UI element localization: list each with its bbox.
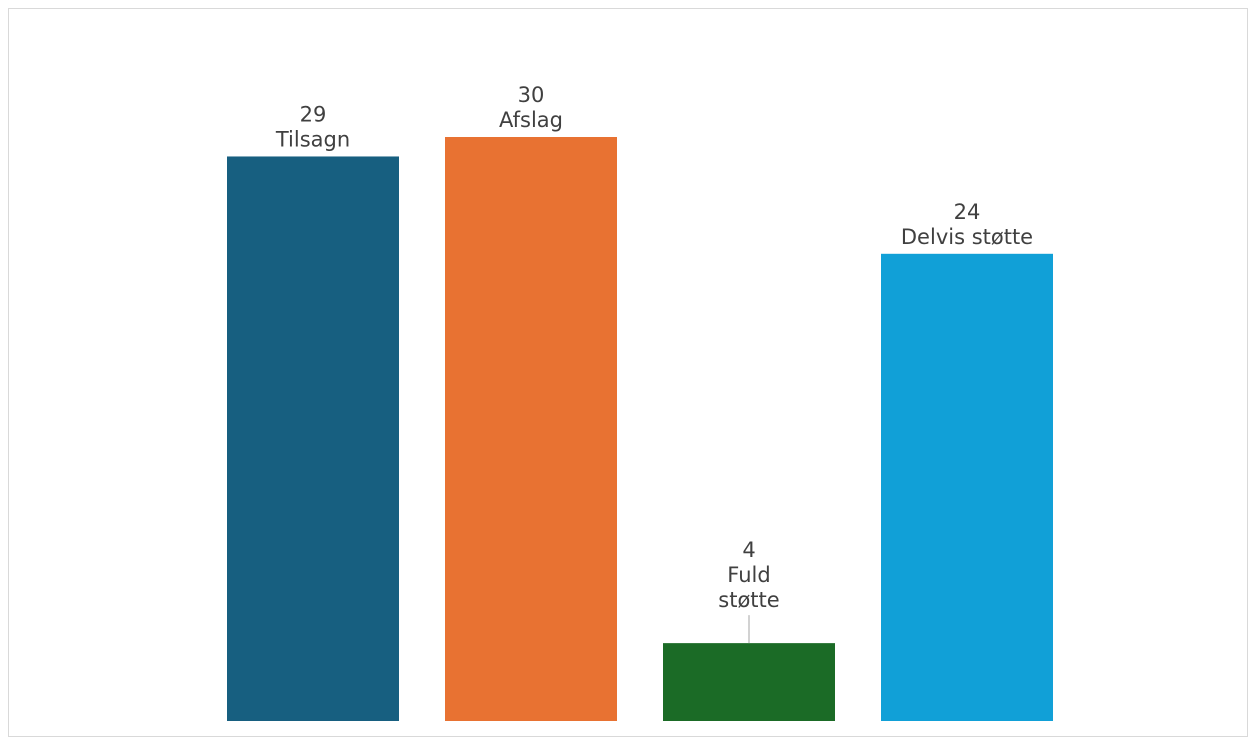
bar-tilsagn bbox=[227, 156, 399, 721]
data-label-category: Tilsagn bbox=[275, 127, 350, 151]
data-label: 24 Delvis støtte bbox=[901, 200, 1033, 249]
data-label-value: 30 bbox=[518, 83, 545, 107]
chart-frame: 29 Tilsagn 30 Afslag 4 Fuld støtte 24 Delvis stø… bbox=[8, 8, 1248, 737]
data-label-value: 24 bbox=[954, 200, 981, 224]
data-label: 29 Tilsagn bbox=[275, 102, 350, 151]
bar-delvis-støtte bbox=[881, 253, 1053, 722]
data-label-value: 4 bbox=[742, 538, 755, 562]
data-label-category: Afslag bbox=[499, 108, 563, 132]
data-label-category: Fuld bbox=[727, 563, 770, 587]
data-label: 30 Afslag bbox=[499, 83, 563, 132]
bar-chart: 29 Tilsagn 30 Afslag 4 Fuld støtte 24 Delvis stø… bbox=[227, 83, 1053, 722]
data-label-category: Delvis støtte bbox=[901, 225, 1033, 249]
data-label: 4 Fuld støtte bbox=[718, 538, 779, 612]
bar-fuld-støtte bbox=[663, 643, 835, 721]
data-label-category: støtte bbox=[718, 588, 779, 612]
bar-afslag bbox=[445, 137, 617, 721]
data-label-value: 29 bbox=[300, 102, 327, 126]
